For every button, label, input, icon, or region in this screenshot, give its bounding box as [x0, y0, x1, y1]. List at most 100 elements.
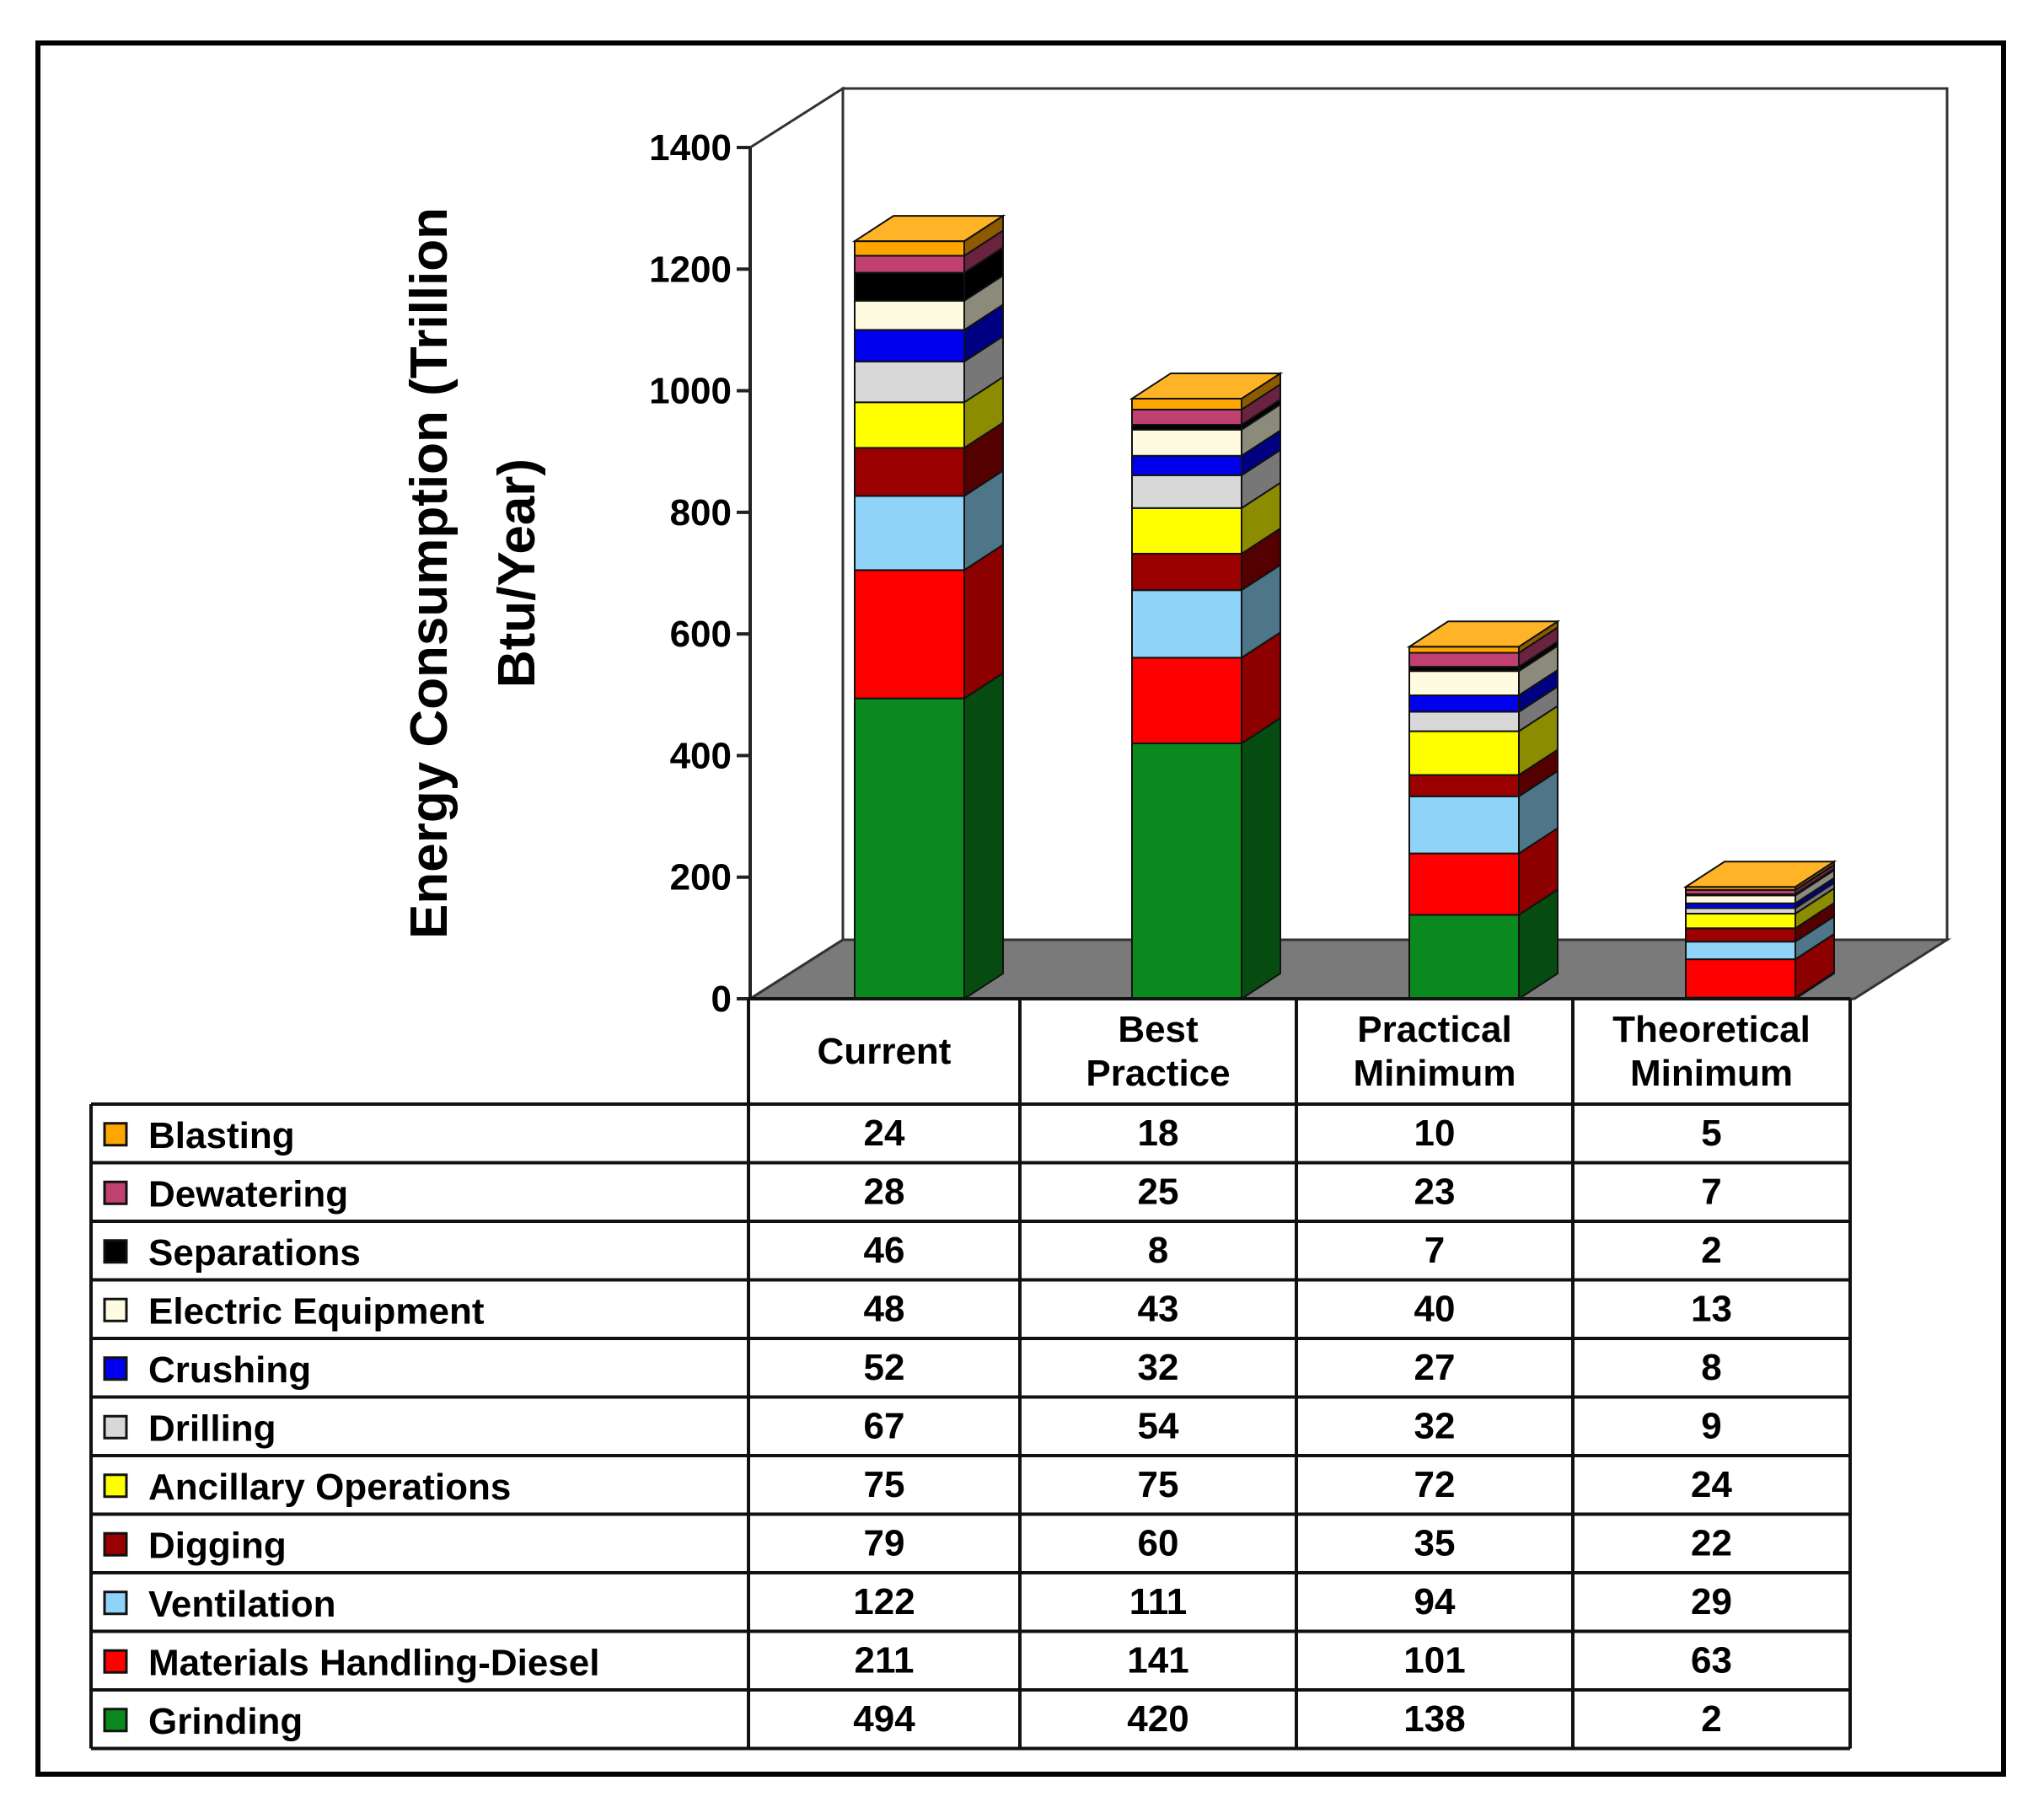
- cell-blasting-theoretical-minimum: 5: [1701, 1113, 1721, 1154]
- bar-front-best-practice-dewatering: [1131, 408, 1242, 426]
- bar-segment-theoretical-minimum-materials-handling-diesel: [1685, 932, 1835, 1000]
- table-row-dewatering: Dewatering 28 25 23 7: [103, 1171, 1722, 1215]
- bar-segment-best-practice-ancillary-operations: [1131, 480, 1281, 555]
- bar-segment-best-practice-dewatering: [1131, 383, 1281, 426]
- bar-front-current-drilling: [854, 360, 965, 404]
- cell-drilling-practical-minimum: 32: [1414, 1405, 1456, 1446]
- bar-segment-current-separations: [854, 245, 1004, 303]
- bars: [851, 214, 1837, 1000]
- cell-crushing-best-practice: 32: [1138, 1347, 1179, 1388]
- row-label-blasting: Blasting: [148, 1115, 295, 1156]
- row-label-grinding: Grinding: [148, 1701, 303, 1742]
- column-header-best-practice-line-1: Best: [1118, 1009, 1199, 1050]
- row-label-drilling: Drilling: [148, 1408, 276, 1449]
- bar-side-best-practice-grinding: [1241, 716, 1281, 1000]
- bar-side-current-materials-handling-diesel: [963, 543, 1004, 700]
- table-row-crushing: Crushing 52 32 27 8: [103, 1347, 1722, 1391]
- bar-front-current-dewatering: [854, 255, 965, 274]
- bar-front-practical-minimum-blasting: [1408, 646, 1520, 654]
- y-axis-label: Energy Consumption (Trillion Btu/Year): [400, 207, 546, 939]
- cell-digging-practical-minimum: 35: [1414, 1522, 1456, 1563]
- cell-digging-best-practice: 60: [1138, 1522, 1179, 1563]
- bar-segment-current-crushing: [854, 303, 1004, 363]
- bar-side-current-grinding: [963, 671, 1004, 1000]
- bar-front-current-crushing: [854, 329, 965, 362]
- cell-ancillary-operations-best-practice: 75: [1138, 1464, 1179, 1505]
- row-label-digging: Digging: [148, 1525, 287, 1566]
- cell-separations-theoretical-minimum: 2: [1701, 1230, 1721, 1271]
- cell-electric-equipment-best-practice: 43: [1138, 1288, 1179, 1329]
- cell-ventilation-best-practice: 111: [1129, 1581, 1188, 1622]
- cell-dewatering-current: 28: [864, 1171, 905, 1212]
- legend-swatch-dewatering: [103, 1180, 128, 1205]
- bar-front-current-blasting: [854, 240, 965, 257]
- legend-swatch-grinding: [103, 1708, 128, 1733]
- table-row-ventilation: Ventilation 122 111 94 29: [103, 1581, 1732, 1625]
- cell-materials-handling-diesel-theoretical-minimum: 63: [1691, 1639, 1732, 1681]
- bar-current: [851, 214, 1006, 1000]
- bar-front-current-materials-handling-diesel: [854, 569, 965, 700]
- bar-segment-theoretical-minimum-ventilation: [1685, 914, 1835, 961]
- bar-top-current: [851, 215, 1006, 243]
- cell-dewatering-theoretical-minimum: 7: [1701, 1171, 1721, 1212]
- y-tick-label-0: 0: [711, 979, 732, 1020]
- bar-front-current-separations: [854, 271, 965, 302]
- bar-front-practical-minimum-drilling: [1408, 711, 1520, 732]
- bar-segment-best-practice-digging: [1131, 527, 1281, 593]
- bar-front-practical-minimum-materials-handling-diesel: [1408, 852, 1520, 916]
- y-tick-label-1200: 1200: [649, 249, 732, 290]
- bar-front-current-electric-equipment: [854, 299, 965, 331]
- y-tick-label-600: 600: [670, 614, 732, 655]
- row-label-materials-handling-diesel: Materials Handling-Diesel: [148, 1642, 599, 1683]
- cell-crushing-practical-minimum: 27: [1414, 1347, 1456, 1388]
- legend-swatch-blasting: [103, 1122, 128, 1147]
- bar-best-practice: [1129, 372, 1284, 1000]
- legend-swatch-digging: [103, 1531, 128, 1557]
- row-label-separations: Separations: [148, 1232, 361, 1274]
- side-wall: [748, 86, 845, 1001]
- bar-segment-best-practice-grinding: [1131, 716, 1281, 1000]
- bar-segment-best-practice-ventilation: [1131, 563, 1281, 660]
- y-tick-label-1400: 1400: [649, 127, 732, 169]
- legend-swatch-materials-handling-diesel: [103, 1649, 128, 1674]
- y-axis-label-line-1: Energy Consumption (Trillion: [400, 207, 459, 939]
- bar-front-current-ventilation: [854, 495, 965, 571]
- data-table: CurrentBestPracticePracticalMinimumTheor…: [89, 997, 1852, 1751]
- cell-ventilation-theoretical-minimum: 29: [1691, 1581, 1732, 1622]
- column-header-practical-minimum-line-1: Practical: [1357, 1009, 1511, 1050]
- row-label-ventilation: Ventilation: [148, 1584, 335, 1625]
- bar-segment-current-dewatering: [854, 228, 1004, 275]
- legend-swatch-separations: [103, 1239, 128, 1264]
- bar-front-current-digging: [854, 447, 965, 497]
- bar-front-theoretical-minimum-ventilation: [1685, 941, 1796, 961]
- bar-front-practical-minimum-grinding: [1408, 914, 1520, 1000]
- bar-top-theoretical-minimum: [1682, 861, 1837, 888]
- bar-front-practical-minimum-dewatering: [1408, 652, 1520, 668]
- cell-digging-current: 79: [864, 1522, 905, 1563]
- cell-grinding-current: 494: [853, 1698, 915, 1740]
- cell-blasting-practical-minimum: 10: [1414, 1113, 1456, 1154]
- cell-materials-handling-diesel-practical-minimum: 101: [1403, 1639, 1465, 1681]
- bar-segment-current-materials-handling-diesel: [854, 543, 1004, 700]
- cell-drilling-current: 67: [864, 1405, 905, 1446]
- row-label-dewatering: Dewatering: [148, 1173, 348, 1215]
- row-label-crushing: Crushing: [148, 1349, 311, 1391]
- bar-segment-current-ventilation: [854, 469, 1004, 572]
- chart-frame: [35, 40, 2006, 1777]
- table-row-digging: Digging 79 60 35 22: [103, 1522, 1732, 1566]
- cell-crushing-theoretical-minimum: 8: [1701, 1347, 1721, 1388]
- bar-front-best-practice-grinding: [1131, 743, 1242, 1000]
- table-row-drilling: Drilling 67 54 32 9: [103, 1405, 1722, 1449]
- bar-segment-current-ancillary-operations: [854, 375, 1004, 450]
- y-axis: 0 200 400 600 800 1000 1200 1400: [649, 127, 752, 1020]
- bar-front-best-practice-materials-handling-diesel: [1131, 657, 1242, 744]
- cell-grinding-theoretical-minimum: 2: [1701, 1698, 1721, 1740]
- bar-segment-practical-minimum-ancillary-operations: [1408, 704, 1558, 777]
- cell-materials-handling-diesel-best-practice: 141: [1127, 1639, 1188, 1681]
- legend-swatch-ancillary-operations: [103, 1473, 128, 1499]
- bar-front-theoretical-minimum-electric-equipment: [1685, 894, 1796, 904]
- table-row-grinding: Grinding 494 420 138 2: [103, 1698, 1722, 1742]
- bar-practical-minimum: [1406, 619, 1561, 1000]
- row-label-ancillary-operations: Ancillary Operations: [148, 1467, 511, 1508]
- y-tick-label-200: 200: [670, 857, 732, 898]
